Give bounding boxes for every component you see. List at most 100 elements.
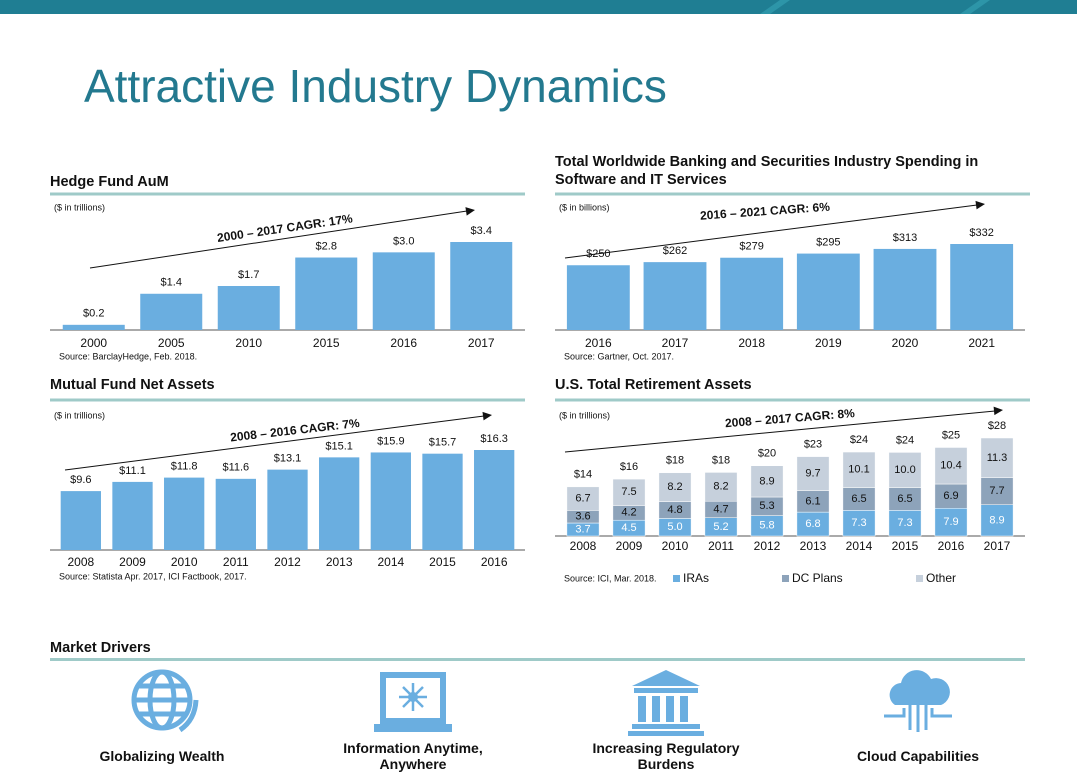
bar-segment [566,486,600,511]
value-label: $11.6 [222,462,249,474]
value-label: $1.7 [238,269,259,281]
total-label: $16 [620,461,638,473]
bar [112,481,153,550]
total-label: $20 [758,448,776,460]
x-tick-label: 2005 [158,336,185,350]
segment-label: 3.7 [575,523,590,535]
bar-segment [980,437,1014,478]
x-tick-label: 2012 [274,555,301,569]
legend-swatch [782,575,789,582]
legend-label: DC Plans [792,571,843,585]
bar [643,262,707,330]
monitor-icon [374,672,452,732]
x-tick-label: 2020 [892,336,919,350]
segment-label: 6.5 [897,493,912,505]
cagr-arrow [564,204,978,259]
driver-label: Cloud Capabilities [856,748,980,764]
x-tick-label: 2016 [390,336,417,350]
x-tick-label: 2021 [968,336,995,350]
cagr-arrow [564,410,996,453]
bar [796,253,860,330]
bar-segment [934,483,968,509]
legend-label: Other [926,571,956,585]
segment-label: 10.4 [940,460,961,472]
x-tick-label: 2017 [662,336,689,350]
bar [215,478,256,550]
segment-label: 5.8 [759,520,774,532]
section-title: Market Drivers [50,640,151,656]
value-label: $313 [893,232,917,244]
value-label: $16.3 [480,433,508,445]
top-bar [0,0,1077,14]
segment-label: 6.1 [805,495,820,507]
value-label: $9.6 [70,474,91,486]
bar [267,469,308,550]
segment-label: 4.8 [667,504,682,516]
chart-title: Total Worldwide Banking and Securities I… [555,154,979,188]
segment-label: 8.2 [713,481,728,493]
total-label: $14 [574,469,592,481]
x-tick-label: 2010 [662,539,689,553]
value-label: $0.2 [83,308,104,320]
x-tick-label: 2015 [313,336,340,350]
total-label: $24 [850,434,868,446]
x-tick-label: 2015 [429,555,456,569]
x-tick-label: 2016 [585,336,612,350]
bar [474,450,515,550]
x-tick-label: 2009 [119,555,146,569]
bar-segment [980,504,1014,537]
value-label: $11.1 [119,465,146,477]
value-label: $3.4 [471,225,492,237]
value-label: $11.8 [171,461,198,473]
bar [873,248,937,330]
bar [140,293,203,330]
chart-subtitle: ($ in billions) [559,202,610,212]
value-label: $15.7 [429,437,457,449]
total-label: $18 [712,454,730,466]
segment-label: 8.2 [667,481,682,493]
building-icon [628,670,704,736]
source-note: Source: Gartner, Oct. 2017. [564,351,674,361]
x-tick-label: 2016 [938,539,965,553]
bar [217,286,280,330]
cagr-arrow [64,415,485,471]
legend-label: IRAs [683,571,709,585]
chart-subtitle: ($ in trillions) [54,202,105,212]
x-tick-label: 2018 [738,336,765,350]
bar-segment [842,451,876,488]
cagr-arrowhead [993,406,1003,416]
x-tick-label: 2017 [468,336,495,350]
bar-segment [934,447,968,485]
title-rule [555,398,1030,402]
chart-subtitle: ($ in trillions) [54,410,105,420]
value-label: $332 [969,227,993,239]
bar-segment [750,465,784,498]
value-label: $13.1 [274,453,302,465]
segment-label: 6.5 [851,493,866,505]
segment-label: 5.2 [713,521,728,533]
segment-label: 4.5 [621,522,636,534]
segment-label: 6.9 [943,490,958,502]
bar [295,257,358,330]
bar [60,491,101,550]
segment-label: 8.9 [759,475,774,487]
x-tick-label: 2014 [846,539,873,553]
value-label: $15.9 [377,435,405,447]
cagr-annotation: 2016 – 2021 CAGR: 6% [700,200,831,223]
bar [370,452,411,550]
source-note: Source: Statista Apr. 2017, ICI Factbook… [59,571,247,581]
segment-label: 11.3 [987,452,1008,464]
value-label: $1.4 [161,277,182,289]
x-tick-label: 2019 [815,336,842,350]
total-label: $25 [942,429,960,441]
segment-label: 5.0 [667,521,682,533]
segment-label: 10.1 [848,464,869,476]
x-tick-label: 2017 [984,539,1011,553]
bar [720,257,784,330]
bar-segment [704,472,738,502]
chart-title: Hedge Fund AuM [50,174,169,190]
legend-swatch [916,575,923,582]
segment-label: 3.6 [575,511,590,523]
